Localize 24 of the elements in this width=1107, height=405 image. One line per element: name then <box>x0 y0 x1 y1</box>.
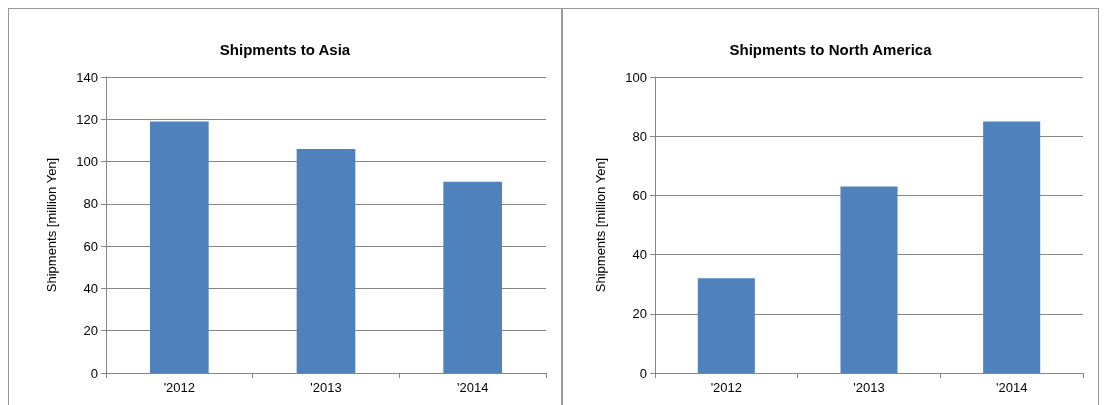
x-tick-label: '2012 <box>163 380 196 395</box>
y-tick-label: 80 <box>83 196 98 212</box>
y-tick-label: 20 <box>83 323 98 339</box>
y-tick-label: 80 <box>632 128 647 144</box>
x-tick-label: '2013 <box>310 380 342 395</box>
x-tick-label: '2013 <box>853 380 885 395</box>
y-axis-title: Shipments [million Yen] <box>44 157 59 293</box>
y-tick-label: 40 <box>632 247 647 263</box>
y-tick-label: 140 <box>76 69 98 85</box>
x-tick-label: '2014 <box>456 380 489 395</box>
y-tick-label: 100 <box>625 69 647 85</box>
x-tick-label: '2012 <box>710 380 743 395</box>
chart-title: Shipments to Asia <box>219 41 351 58</box>
x-tick-label: '2014 <box>995 380 1028 395</box>
y-tick-label: 120 <box>76 111 98 127</box>
y-tick-label: 60 <box>83 238 98 254</box>
y-tick-label: 0 <box>639 365 647 381</box>
y-tick-label: 60 <box>632 187 647 203</box>
y-tick-label: 20 <box>632 306 647 322</box>
y-tick-label: 40 <box>83 280 98 296</box>
y-tick-label: 100 <box>76 154 98 170</box>
y-axis-title: Shipments [million Yen] <box>593 157 608 293</box>
chart-title: Shipments to North America <box>729 41 933 58</box>
y-tick-label: 0 <box>90 365 98 381</box>
